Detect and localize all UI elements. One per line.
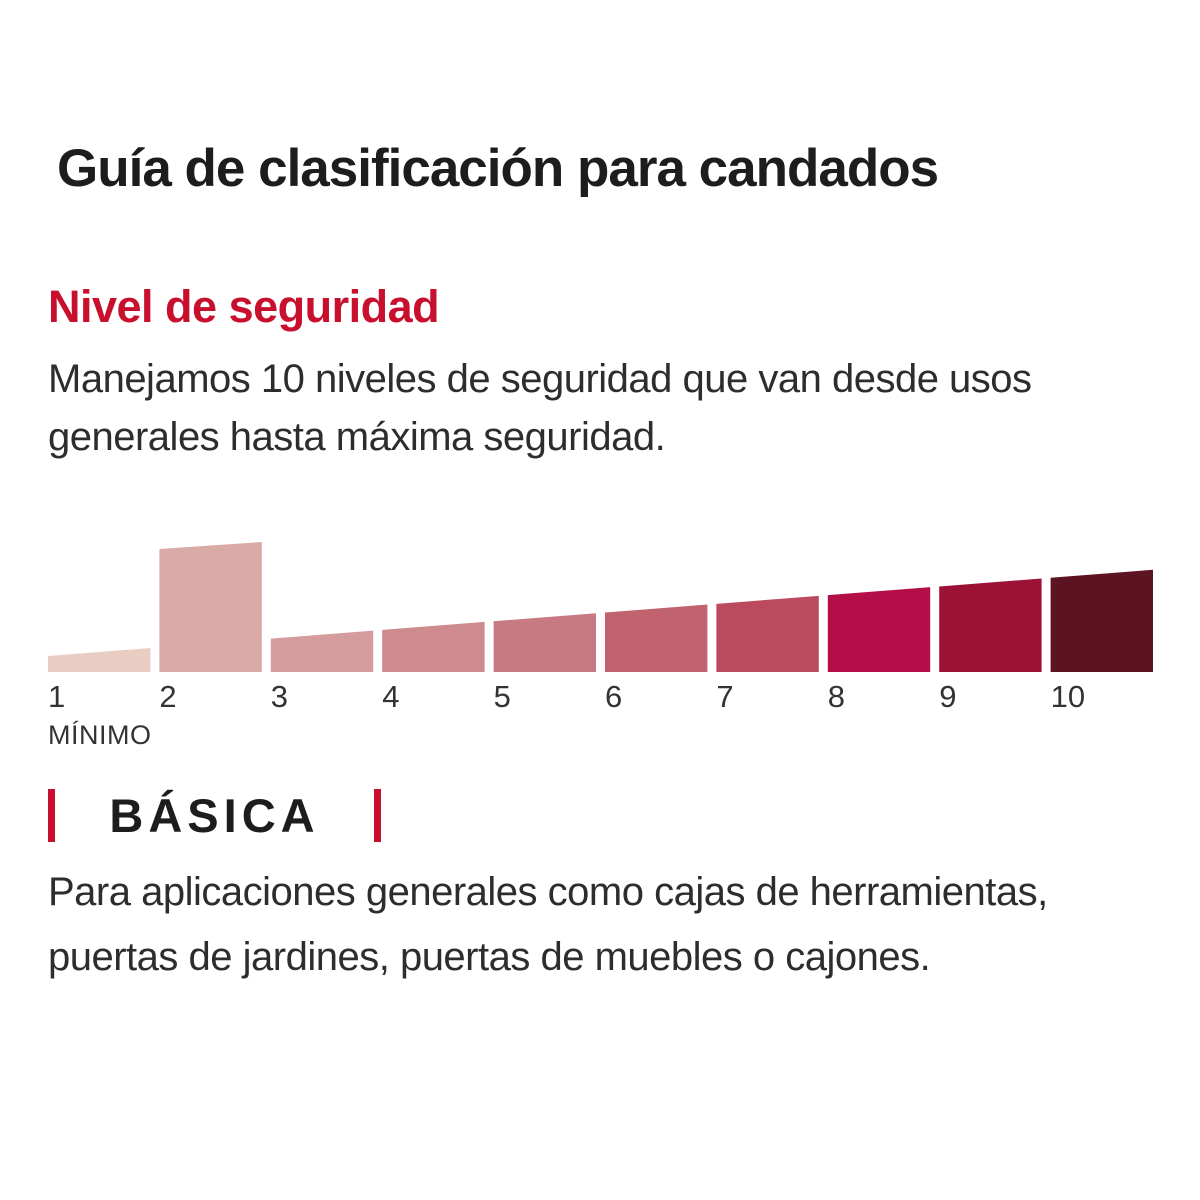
level-tick-label-5: 5	[494, 679, 511, 714]
security-level-description: Manejamos 10 niveles de seguridad que va…	[48, 357, 1032, 459]
level-tick-label-9: 9	[939, 679, 956, 714]
level-bar-8	[827, 587, 931, 672]
level-bar-7	[716, 595, 819, 672]
level-tick-label-3: 3	[271, 679, 288, 714]
level-bar-9	[939, 578, 1042, 672]
level-tick-label-10: 10	[1051, 679, 1085, 714]
level-tick-label-2: 2	[159, 679, 176, 714]
level-tick-label-7: 7	[716, 679, 733, 714]
security-levels-ramp-chart: 1 2 3 4 5 6 7 8 9 10 MÍNIMO	[48, 542, 1153, 750]
level-tick-label-1: 1	[48, 679, 65, 714]
level-bar-10	[1050, 569, 1153, 672]
level-bar-6	[605, 604, 708, 672]
level-bar-4	[382, 621, 485, 672]
level-bar-3	[270, 630, 374, 672]
security-level-heading: Nivel de seguridad	[48, 281, 440, 332]
range-marker-left-icon	[48, 789, 55, 842]
level-tick-label-8: 8	[828, 679, 845, 714]
classification-label: BÁSICA	[109, 789, 320, 842]
level-bar-1	[48, 648, 151, 672]
minimum-label: MÍNIMO	[48, 720, 152, 750]
page-title: Guía de clasificación para candados	[57, 139, 939, 198]
level-tick-label-6: 6	[605, 679, 622, 714]
range-marker-right-icon	[374, 789, 381, 842]
level-bar-5	[493, 613, 596, 672]
level-bar-2	[159, 542, 262, 672]
classification-description: Para aplicaciones generales como cajas d…	[48, 870, 1048, 979]
classification-range: BÁSICA	[48, 788, 381, 843]
level-tick-label-4: 4	[382, 679, 399, 714]
